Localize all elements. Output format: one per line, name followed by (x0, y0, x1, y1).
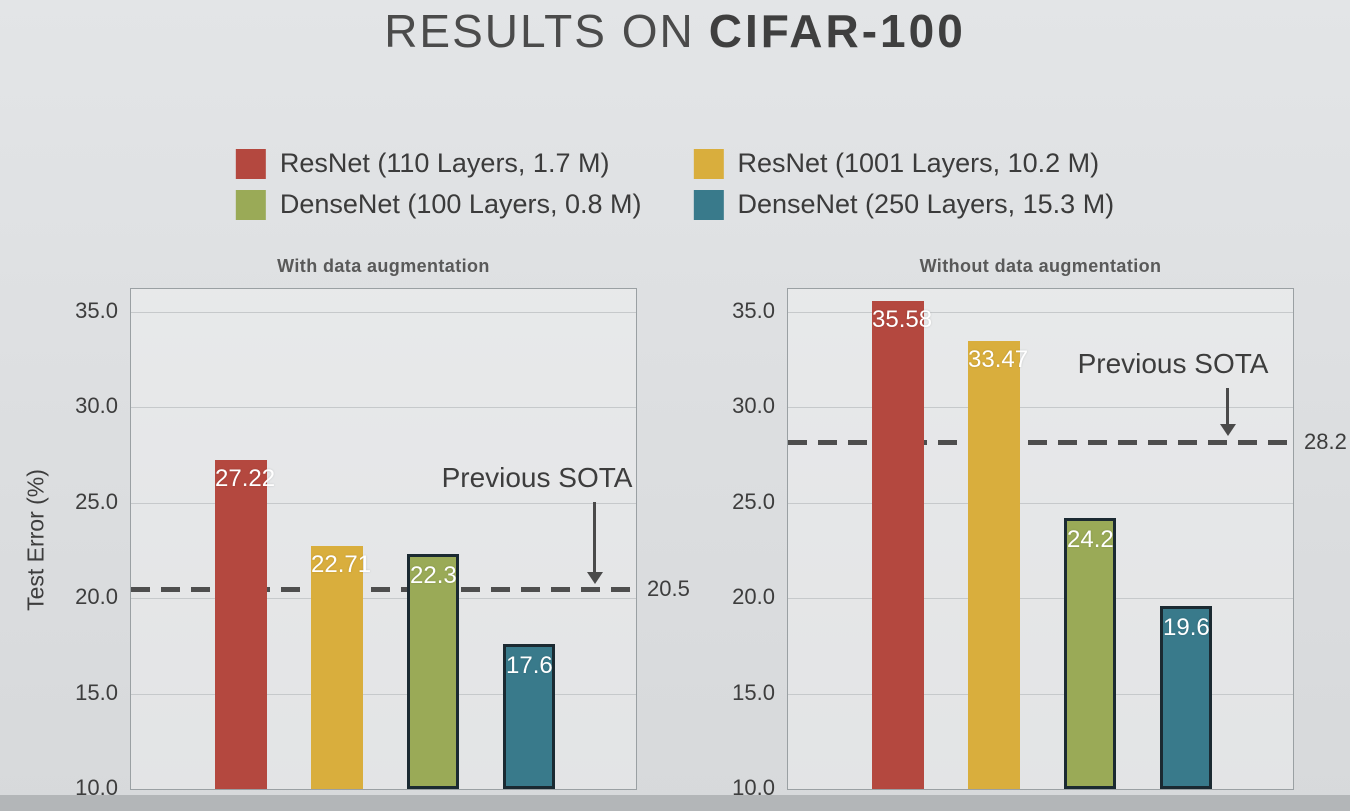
chart-without-augmentation: Without data augmentation 10.0 15.0 20.0 25… (732, 256, 1347, 800)
slide-title: RESULTS ON CIFAR-100 (0, 4, 1350, 58)
y-tick-label: 30.0 (75, 393, 118, 419)
slide-bottom-edge (0, 795, 1350, 811)
previous-sota-line (131, 586, 636, 592)
chart-title: With data augmentation (277, 256, 490, 276)
gridline (131, 693, 636, 695)
bar-value-label: 19.6 (1163, 613, 1210, 641)
legend-swatch-icon (693, 189, 724, 220)
bar-value-label: 17.6 (506, 651, 553, 679)
gridline (788, 693, 1293, 695)
bar-value-label: 35.58 (872, 305, 933, 333)
gridline (788, 598, 1293, 600)
bar-value-label: 22.3 (410, 562, 457, 590)
bar-value-label: 22.71 (311, 551, 372, 579)
legend-item: ResNet (110 Layers, 1.7 M) (235, 148, 642, 179)
gridline (788, 311, 1293, 313)
y-tick-label: 35.0 (732, 297, 775, 323)
chart-with-augmentation: With data augmentation 10.0 15.0 20.0 25.0 3… (75, 256, 690, 800)
bar-densenet-100-layers-0-8-m: 22.3 (407, 554, 459, 789)
legend-label: DenseNet (100 Layers, 0.8 M) (279, 189, 642, 219)
bar-resnet-1001-layers-10-2-m: 22.71 (311, 546, 372, 789)
previous-sota-line (788, 439, 1293, 445)
gridline (131, 598, 636, 600)
previous-sota-annotation: Previous SOTA (441, 462, 633, 493)
chart-title: Without data augmentation (919, 256, 1162, 276)
gridline (131, 502, 636, 504)
legend-item: DenseNet (100 Layers, 0.8 M) (235, 189, 642, 220)
gridline (788, 407, 1293, 409)
gridline (788, 502, 1293, 504)
bar-densenet-250-layers-15-3-m: 17.6 (503, 643, 555, 789)
sota-value-label: 28.2 (1304, 428, 1347, 454)
bar-value-label: 27.22 (215, 465, 276, 493)
bar-resnet-1001-layers-10-2-m: 33.47 (968, 341, 1029, 789)
bar-densenet-250-layers-15-3-m: 19.6 (1160, 605, 1212, 789)
down-arrow-icon (593, 502, 596, 572)
legend-label: ResNet (1001 Layers, 10.2 M) (737, 148, 1100, 178)
slide-title-bold: CIFAR-100 (708, 5, 966, 57)
legend-swatch-icon (235, 189, 266, 220)
bar-value-label: 33.47 (968, 346, 1029, 374)
y-tick-label: 25.0 (75, 488, 118, 514)
bar-value-label: 24.2 (1067, 526, 1114, 553)
bar-resnet-110-layers-1-7-m: 35.58 (872, 300, 933, 789)
y-tick-label: 15.0 (732, 679, 775, 705)
legend-item: ResNet (1001 Layers, 10.2 M) (693, 148, 1114, 179)
legend-item: DenseNet (250 Layers, 15.3 M) (693, 189, 1114, 220)
legend-label: ResNet (110 Layers, 1.7 M) (279, 148, 610, 178)
bar-densenet-100-layers-0-8-m: 24.2 (1064, 518, 1116, 789)
chart-legend: ResNet (110 Layers, 1.7 M) ResNet (1001 L… (235, 148, 1114, 220)
previous-sota-annotation: Previous SOTA (1077, 348, 1269, 379)
y-tick-label: 20.0 (732, 584, 775, 610)
gridline (131, 407, 636, 409)
sota-value-label: 20.5 (647, 575, 690, 601)
gridline (131, 311, 636, 313)
y-tick-label: 15.0 (75, 679, 118, 705)
y-axis-title: Test Error (%) (22, 469, 49, 611)
bar-resnet-110-layers-1-7-m: 27.22 (215, 460, 276, 789)
plot-area: 27.22 22.71 22.3 17.6 (130, 288, 637, 790)
down-arrow-icon (1226, 388, 1229, 424)
legend-swatch-icon (693, 148, 724, 179)
legend-label: DenseNet (250 Layers, 15.3 M) (737, 189, 1115, 219)
slide-title-regular: RESULTS ON (384, 5, 695, 57)
legend-swatch-icon (235, 148, 266, 179)
y-tick-label: 30.0 (732, 393, 775, 419)
y-axis-ticks: 10.0 15.0 20.0 25.0 30.0 35.0 (58, 288, 130, 800)
y-tick-label: 25.0 (732, 488, 775, 514)
y-axis-ticks: 10.0 15.0 20.0 25.0 30.0 35.0 (715, 288, 787, 800)
y-tick-label: 20.0 (75, 584, 118, 610)
plot-area: 35.58 33.47 24.2 19.6 (787, 288, 1294, 790)
y-tick-label: 35.0 (75, 297, 118, 323)
